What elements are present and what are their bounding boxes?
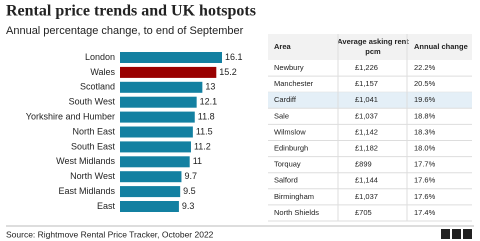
value-label: 11.5 [196,126,213,136]
bar [120,141,191,153]
bar [120,186,181,198]
table-cell: Manchester [274,79,314,88]
bar [120,111,195,123]
logo-letter: C [465,230,471,239]
table-cell: 17.6% [414,192,436,201]
table-cell: Birmingham [274,192,314,201]
title: Rental price trends and UK hotspots [6,3,256,20]
category-label: Wales [90,67,115,77]
table-cell: £1,144 [355,176,378,185]
category-label: London [85,52,115,62]
bar [120,201,179,212]
row-highlight [268,92,472,109]
table-cell: 19.6% [414,95,436,104]
bar [120,126,193,138]
table-cell: 17.7% [414,160,436,169]
category-label: North East [72,126,115,136]
bar [120,156,190,168]
table-header: Average asking rent pcm [337,37,409,56]
value-label: 11 [193,156,202,166]
bar [120,81,203,93]
table-cell: 17.4% [414,208,436,217]
table-header: Annual change [414,42,468,51]
category-label: West Midlands [56,156,115,166]
table-cell: 20.5% [414,79,436,88]
table-cell: £1,226 [355,63,378,72]
table-cell: £1,037 [355,192,378,201]
category-label: North West [70,171,115,181]
table-cell: 18.0% [414,144,436,153]
bar [120,96,197,108]
value-label: 9.3 [182,201,195,211]
table-cell: £1,037 [355,111,378,120]
table-cell: Cardiff [274,95,297,104]
table-cell: £1,041 [355,95,378,104]
table-cell: Torquay [274,160,301,169]
bar [120,171,182,183]
category-label: Scotland [80,82,115,92]
table-cell: £1,142 [355,127,378,136]
table-header-bg [268,34,472,60]
value-label: 13 [205,82,215,92]
category-label: South East [71,141,116,151]
table-cell: £1,157 [355,79,378,88]
table-cell: 18.3% [414,127,436,136]
bar [120,66,217,78]
table-cell: Sale [274,111,289,120]
subtitle: Annual percentage change, to end of Sept… [6,25,244,37]
table-cell: £705 [355,208,372,217]
bar [120,52,222,63]
value-label: 15.2 [219,67,237,77]
value-label: 12.1 [200,97,218,107]
table-cell: Edinburgh [274,144,308,153]
table-cell: 17.6% [414,176,436,185]
table-cell: 22.2% [414,63,436,72]
category-label: South West [69,97,116,107]
source: Source: Rightmove Rental Price Tracker, … [6,229,214,239]
category-label: Yorkshire and Humber [26,111,115,121]
value-label: 9.7 [184,171,197,181]
category-label: East [97,201,116,211]
table-cell: £899 [355,160,372,169]
logo-letter: B [454,230,460,239]
table-cell: North Shields [274,208,319,217]
table-cell: Salford [274,176,298,185]
table-cell: Newbury [274,63,304,72]
logo-letter: B [443,230,449,239]
value-label: 11.8 [198,111,215,121]
category-label: East Midlands [58,186,115,196]
value-label: 11.2 [194,141,211,151]
table-cell: Wilmslow [274,127,306,136]
table-cell: £1,182 [355,144,378,153]
table-cell: 18.8% [414,111,436,120]
value-label: 16.1 [225,52,243,62]
value-label: 9.5 [183,186,196,196]
table-header: Area [274,42,292,51]
